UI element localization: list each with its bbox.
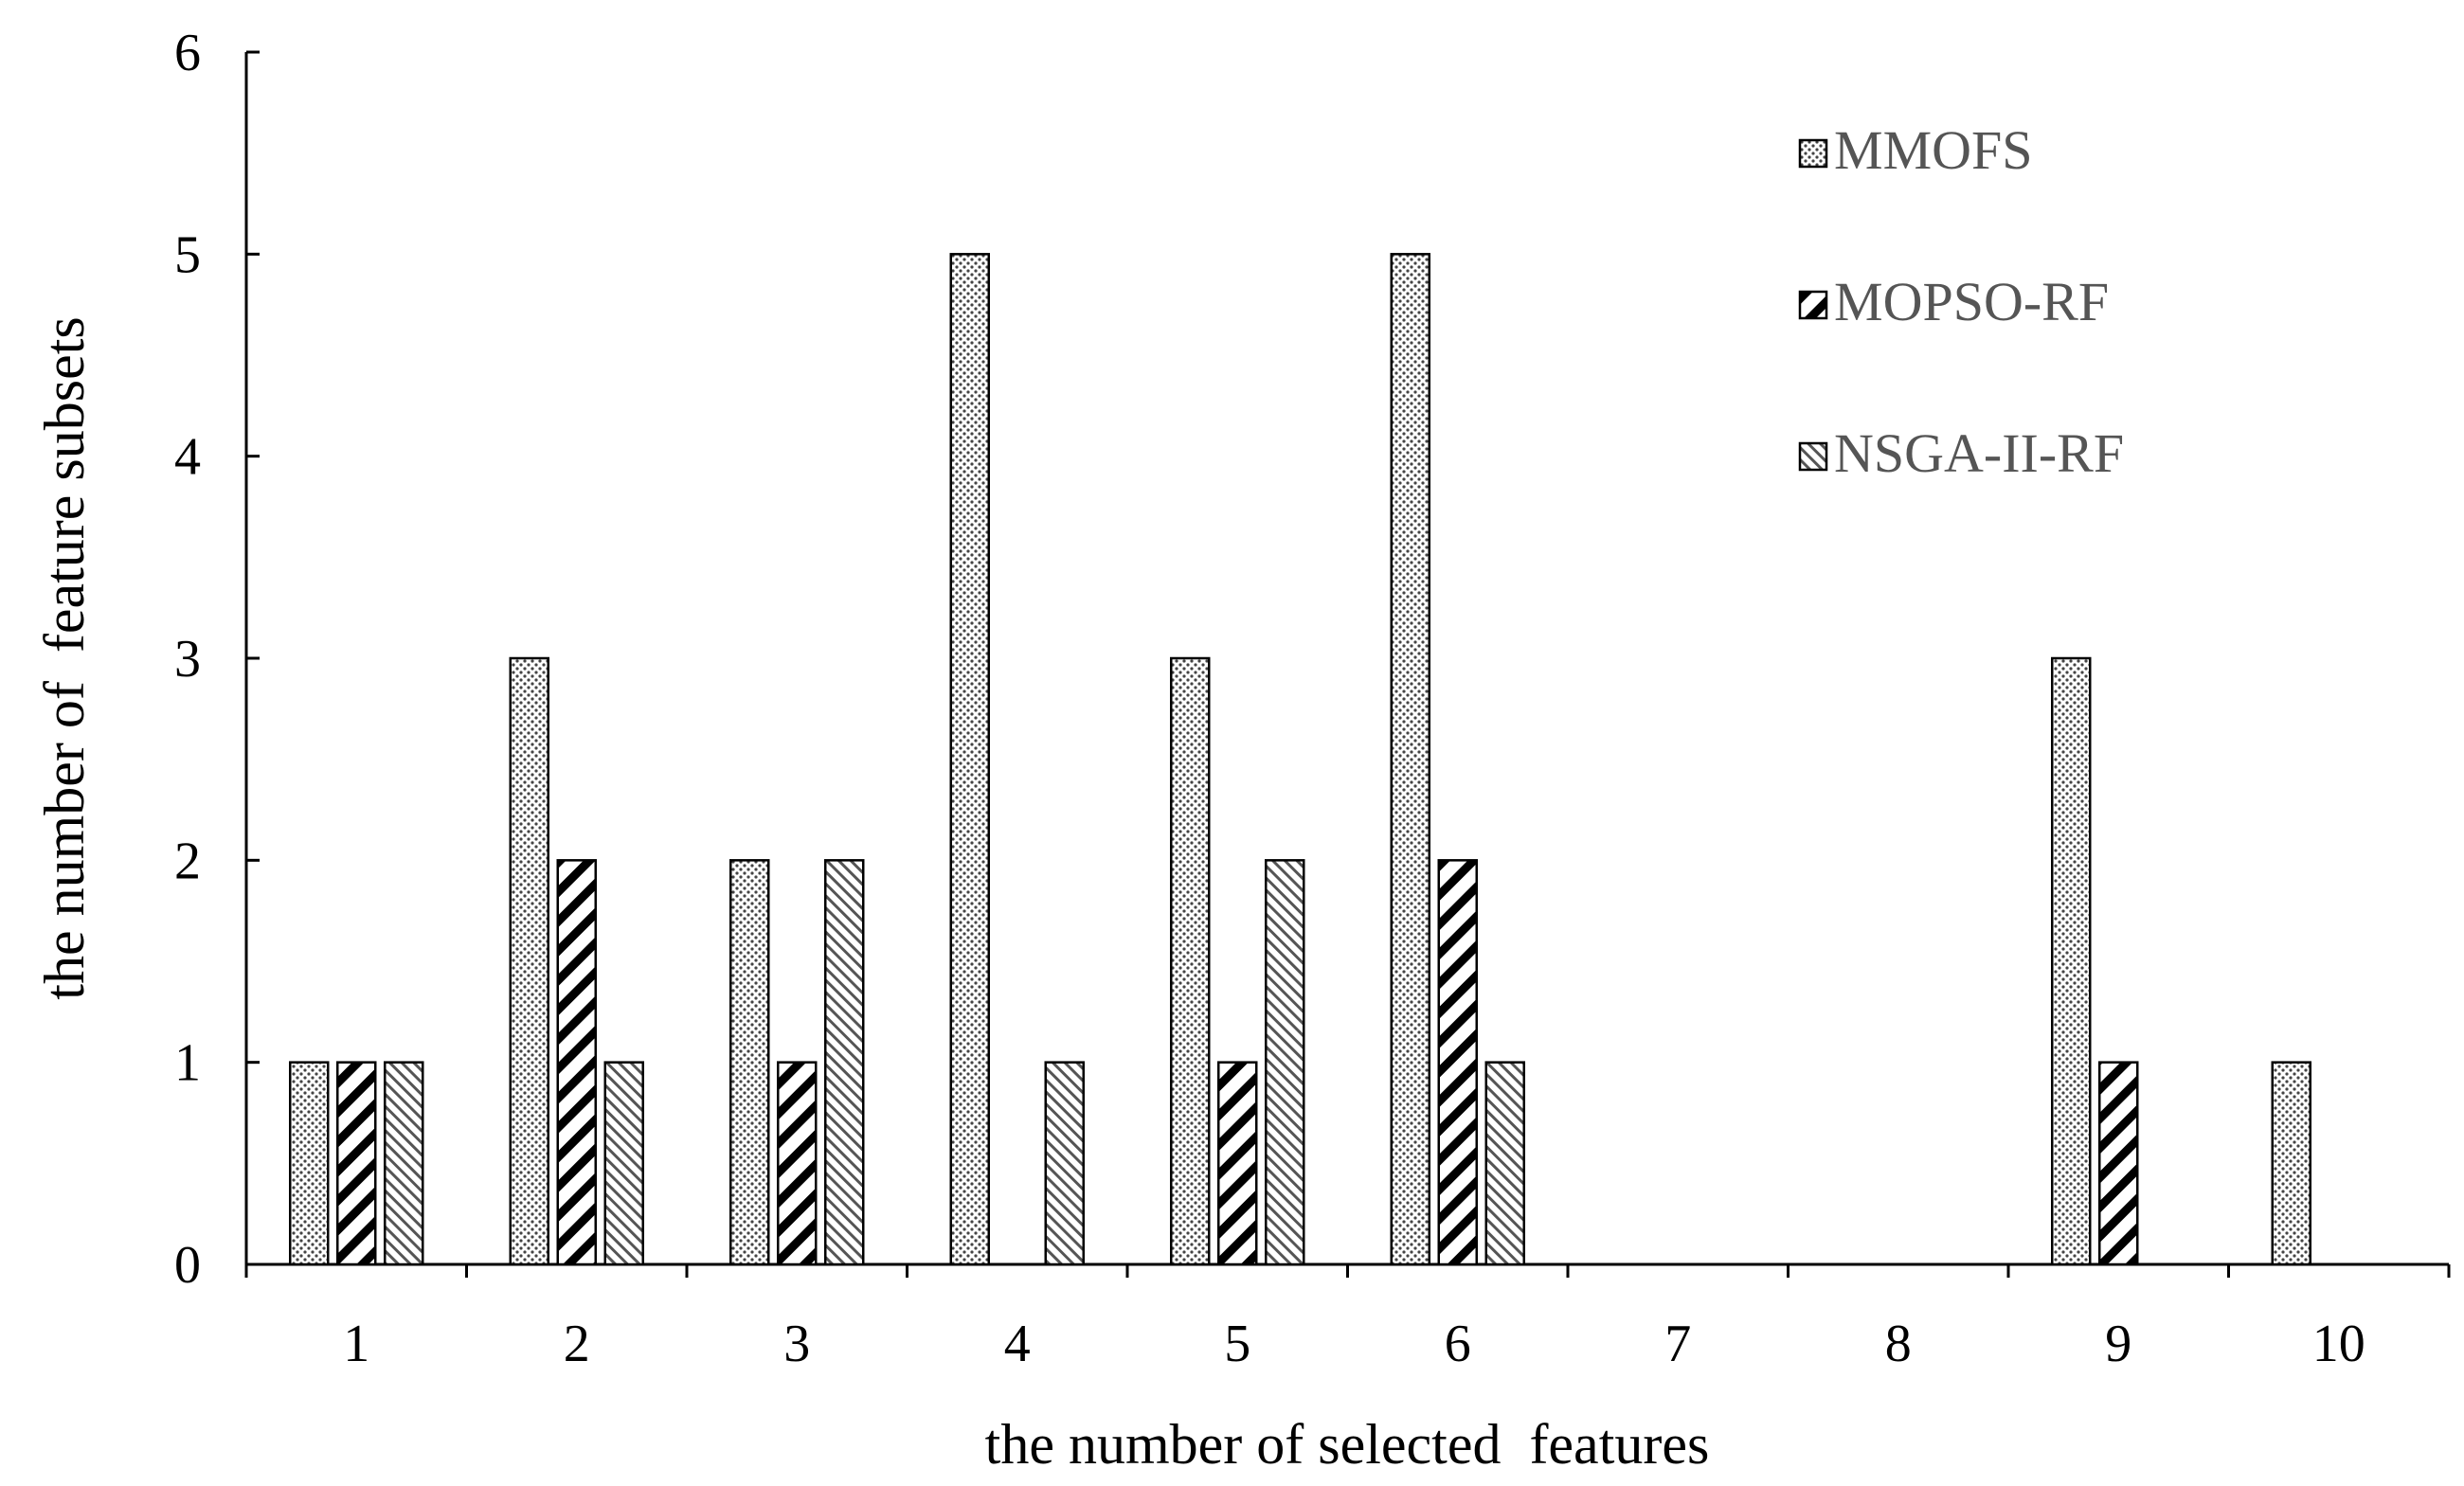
bar-mopso-rf-3 — [777, 1061, 818, 1266]
bar-mmofs-5 — [1170, 656, 1211, 1266]
bar-mmofs-9 — [2051, 656, 2092, 1266]
bar-mmofs-6 — [1390, 253, 1430, 1266]
y-axis-title: the number of feature subsets — [33, 316, 96, 999]
y-tick-label: 6 — [174, 24, 201, 82]
bar-mopso-rf-6 — [1437, 859, 1478, 1266]
bar-mopso-rf-5 — [1217, 1061, 1258, 1266]
x-tick-label: 3 — [783, 1315, 810, 1373]
legend-swatch-mmofs — [1798, 138, 1828, 169]
x-tick-label: 4 — [1004, 1315, 1031, 1373]
legend-swatch-nsga-ii-rf — [1798, 441, 1828, 472]
x-tick-label: 7 — [1664, 1315, 1691, 1373]
bar-mmofs-1 — [289, 1061, 330, 1266]
y-tick-label: 1 — [174, 1034, 201, 1093]
y-tick-label: 3 — [174, 630, 201, 689]
y-tick-label: 4 — [174, 428, 201, 487]
bar-mopso-rf-1 — [336, 1061, 377, 1266]
bar-nsga-ii-rf-2 — [603, 1061, 644, 1266]
x-axis-title: the number of selected features — [985, 1413, 1710, 1476]
legend: MMOFS MOPSO-RF NSGA-II-RF — [1798, 119, 2124, 484]
bar-mmofs-2 — [509, 656, 549, 1266]
x-tick-label: 1 — [343, 1315, 369, 1373]
bar-nsga-ii-rf-5 — [1265, 859, 1305, 1266]
bar-nsga-ii-rf-1 — [384, 1061, 424, 1266]
x-tick-label: 10 — [2312, 1315, 2365, 1373]
legend-label-mmofs: MMOFS — [1834, 119, 2033, 181]
bar-nsga-ii-rf-4 — [1044, 1061, 1085, 1266]
y-tick-label: 2 — [174, 832, 201, 890]
x-tick-label: 6 — [1445, 1315, 1471, 1373]
bar-mopso-rf-2 — [556, 859, 597, 1266]
legend-label-nsga-ii-rf: NSGA-II-RF — [1834, 422, 2124, 484]
x-tick-label: 2 — [564, 1315, 590, 1373]
x-tick-label: 5 — [1224, 1315, 1250, 1373]
bar-mopso-rf-9 — [2098, 1061, 2139, 1266]
x-ticks: 1 2 3 4 5 6 7 8 9 10 — [244, 1264, 2451, 1373]
bar-mmofs-3 — [729, 859, 770, 1266]
y-tick-label: 0 — [174, 1236, 201, 1295]
bar-mmofs-4 — [949, 253, 990, 1266]
bars — [289, 253, 2311, 1266]
y-ticks: 0 1 2 3 4 5 6 — [174, 24, 260, 1295]
x-tick-label: 9 — [2105, 1315, 2131, 1373]
bar-mmofs-10 — [2271, 1061, 2311, 1266]
legend-label-mopso-rf: MOPSO-RF — [1834, 271, 2109, 332]
y-tick-label: 5 — [174, 225, 201, 284]
bar-nsga-ii-rf-6 — [1484, 1061, 1525, 1266]
bar-nsga-ii-rf-3 — [824, 859, 865, 1266]
x-tick-label: 8 — [1885, 1315, 1912, 1373]
legend-swatch-mopso-rf — [1798, 290, 1828, 320]
